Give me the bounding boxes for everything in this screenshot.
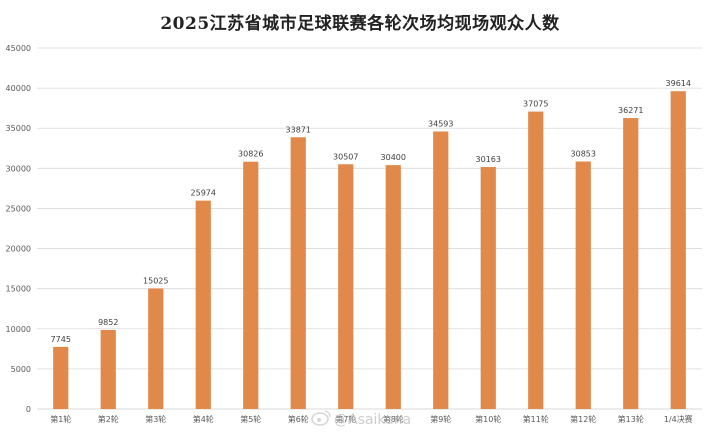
data-label: 15025 — [143, 276, 168, 285]
data-label: 34593 — [428, 119, 453, 128]
watermark: @Asaikana — [311, 410, 411, 428]
x-tick-label: 1/4决赛 — [664, 414, 693, 424]
data-label: 30507 — [333, 152, 358, 161]
weibo-icon — [311, 410, 331, 426]
data-label: 30826 — [238, 150, 263, 159]
x-tick-label: 第3轮 — [145, 414, 166, 424]
y-tick-label: 25000 — [6, 204, 31, 213]
bar — [528, 111, 544, 409]
x-tick-label: 第1轮 — [50, 414, 71, 424]
data-label: 7745 — [51, 335, 71, 344]
x-tick-label: 第11轮 — [523, 414, 549, 424]
chart-title: 2025江苏省城市足球联赛各轮次场均现场观众人数 — [160, 14, 560, 34]
data-labels: 7745 9852 15025 25974 30826 33871 30507 30400 34… — [51, 79, 691, 344]
x-tick-label: 第6轮 — [288, 414, 309, 424]
bar — [623, 118, 639, 410]
y-tick-label: 15000 — [6, 285, 31, 294]
y-tick-label: 0 — [26, 405, 31, 414]
bar — [148, 288, 164, 409]
y-tick-label: 10000 — [6, 325, 31, 334]
bar — [575, 161, 591, 409]
x-tick-label: 第5轮 — [240, 414, 261, 424]
bar — [480, 167, 496, 409]
bar — [290, 137, 306, 410]
y-tick-label: 30000 — [6, 164, 31, 173]
data-label: 39614 — [666, 79, 691, 88]
x-tick-label: 第2轮 — [98, 414, 119, 424]
bar — [670, 91, 686, 409]
bar — [195, 200, 211, 409]
bar — [243, 161, 259, 409]
data-label: 9852 — [98, 318, 118, 327]
y-tick-label: 20000 — [6, 245, 31, 254]
y-tick-label: 45000 — [6, 44, 31, 53]
gridlines — [37, 47, 702, 410]
data-label: 30853 — [571, 149, 596, 158]
y-tick-label: 35000 — [6, 124, 31, 133]
x-tick-label: 第4轮 — [193, 414, 214, 424]
x-tick-label: 第7轮 — [335, 414, 356, 424]
x-tick-label: 第10轮 — [475, 414, 501, 424]
watermark-text: @Asaikana — [334, 412, 411, 428]
bars — [53, 91, 686, 410]
y-tick-label: 5000 — [11, 365, 31, 374]
data-label: 37075 — [523, 100, 548, 109]
data-label: 30163 — [476, 155, 501, 164]
x-tick-label: 第12轮 — [570, 414, 596, 424]
data-label: 33871 — [286, 125, 311, 134]
data-label: 30400 — [381, 153, 406, 162]
y-axis-ticks: 0 5000 10000 15000 20000 25000 30000 35000 40000… — [6, 44, 31, 414]
data-label: 25974 — [191, 189, 216, 198]
bar — [433, 131, 449, 409]
bar — [338, 164, 354, 409]
bar — [53, 346, 69, 409]
x-tick-label: 第13轮 — [618, 414, 644, 424]
bar — [100, 329, 116, 409]
x-tick-label: 第9轮 — [430, 414, 451, 424]
y-tick-label: 40000 — [6, 84, 31, 93]
bar — [385, 165, 401, 409]
data-label: 36271 — [618, 106, 643, 115]
x-axis-ticks: 第1轮 第2轮 第3轮 第4轮 第5轮 第6轮 第7轮 第8轮 第9轮 第10轮 第11轮 第12轮 第… — [50, 414, 692, 424]
x-tick-label: 第8轮 — [383, 414, 404, 424]
